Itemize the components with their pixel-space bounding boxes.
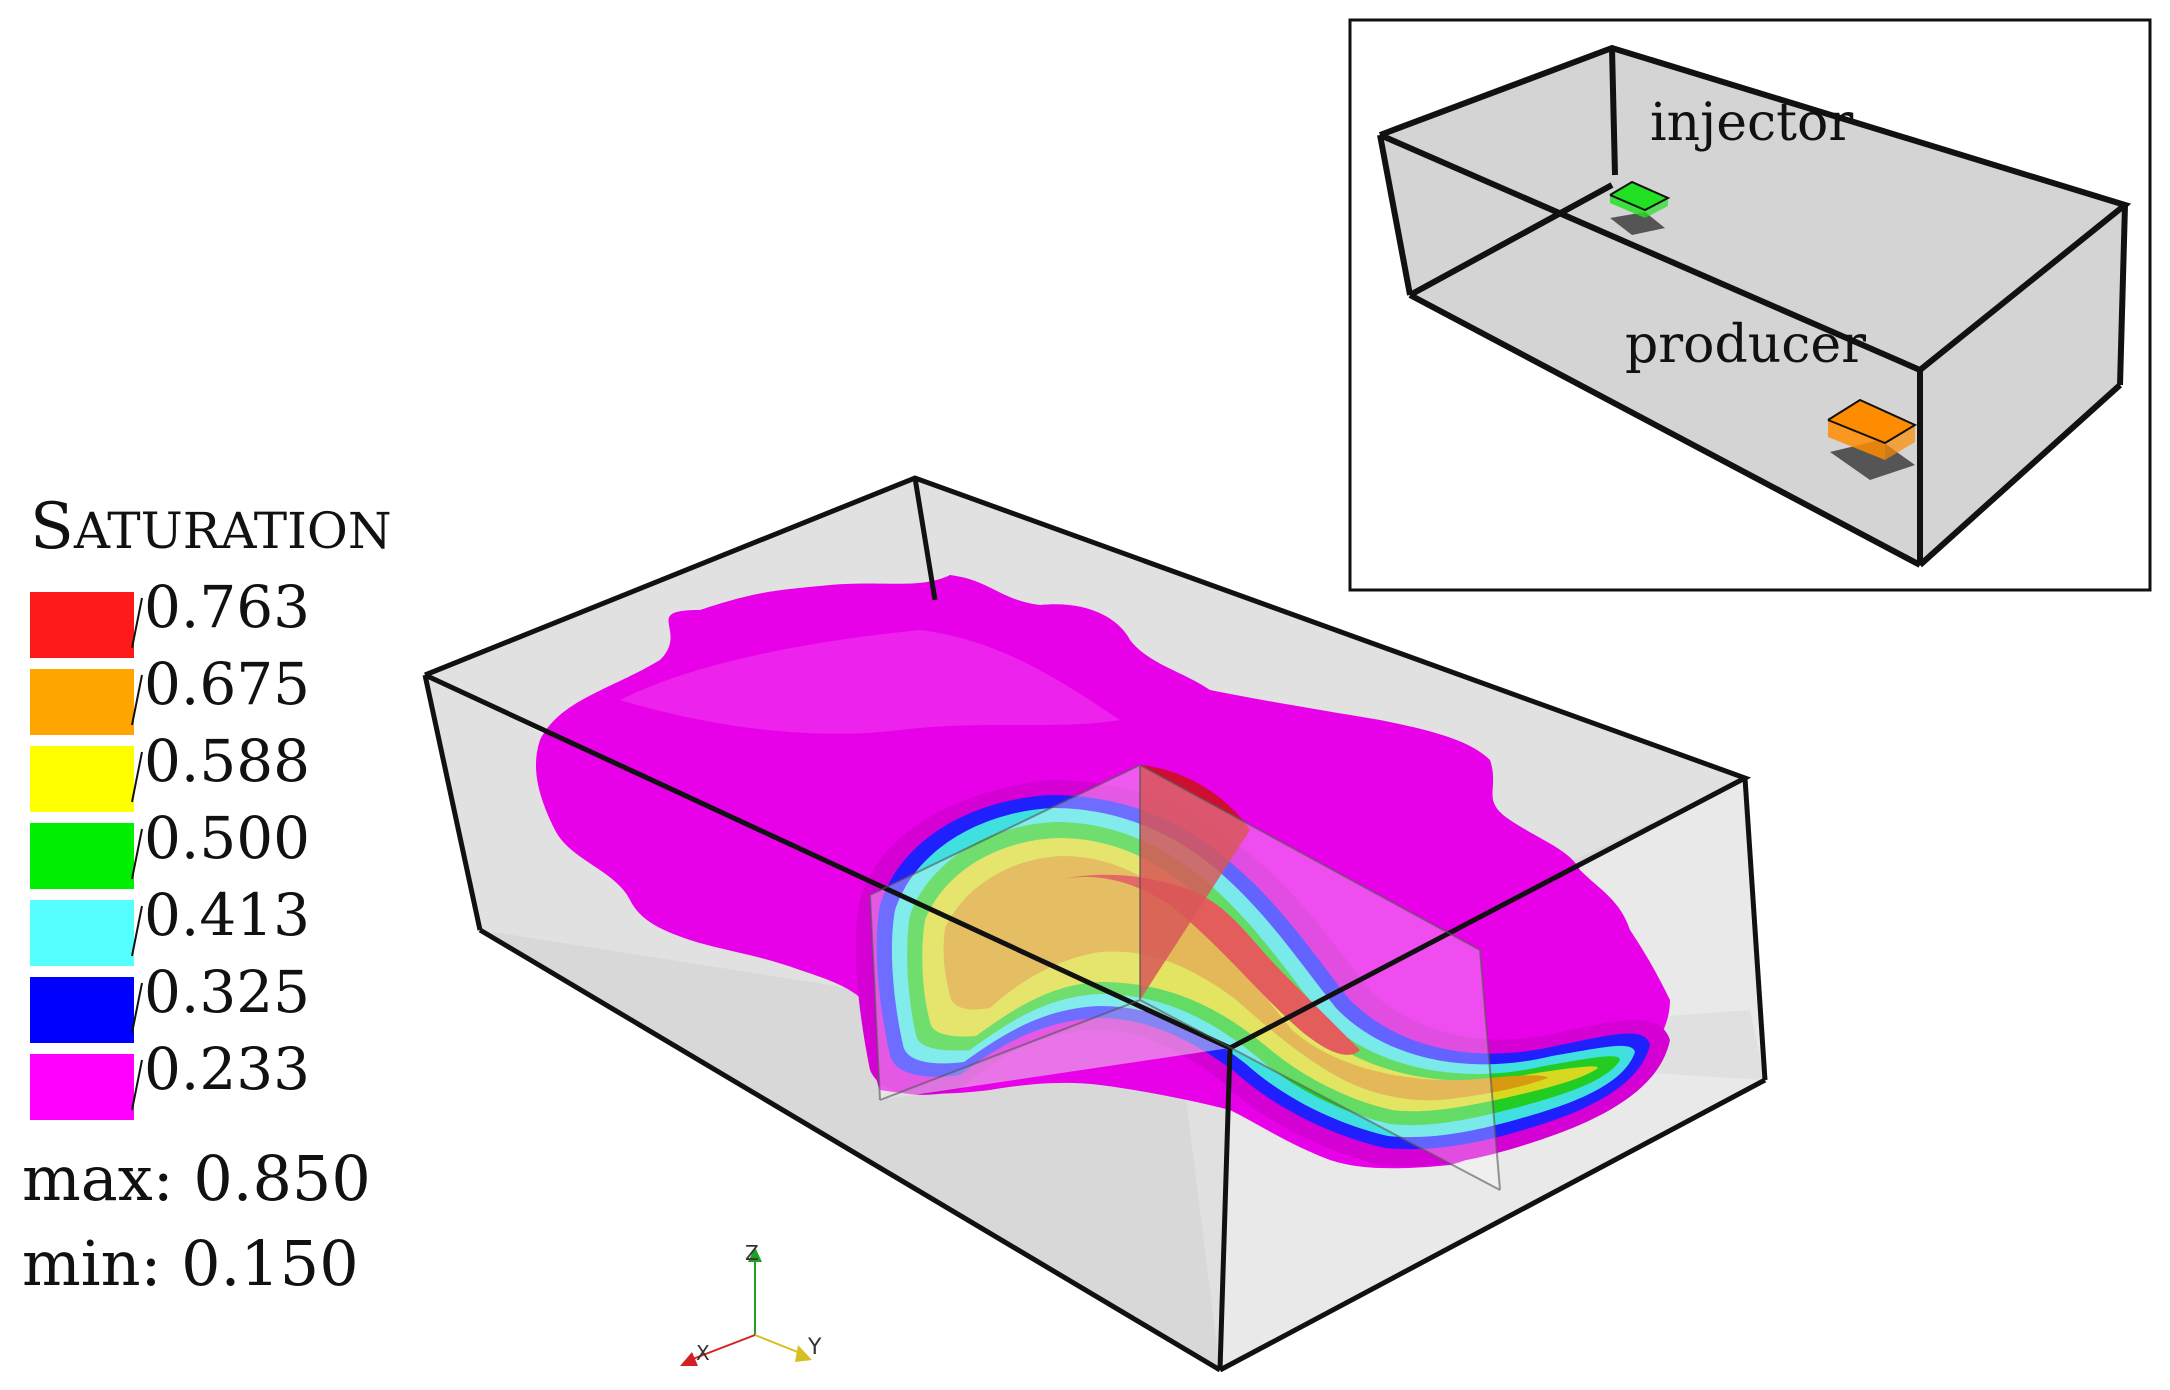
legend-swatch-1 [30, 669, 134, 735]
saturation-legend: SATURATION 0.763 0.675 0.588 0.500 0.413 0.32… [30, 490, 392, 1120]
inset-box-edges [1377, 44, 2132, 568]
injector-well-marker [1609, 180, 1671, 235]
plume-cutaway-bands [855, 765, 1670, 1167]
producer-well-marker [1827, 398, 1918, 480]
cutaway-face-left [870, 765, 1140, 1100]
legend-swatch-6 [30, 1054, 134, 1120]
band-0-675 [943, 856, 1548, 1101]
legend-label-2: 0.588 [144, 727, 310, 795]
legend-label-3: 0.500 [144, 804, 310, 872]
legend-label-1: 0.675 [144, 650, 310, 718]
legend-title: SATURATION [30, 490, 392, 564]
stat-max: max: 0.850 [22, 1142, 371, 1215]
injector-label: injector [1650, 93, 1853, 153]
cutaway-face-right [1140, 765, 1500, 1190]
legend-swatch-2 [30, 746, 134, 812]
producer-label: producer [1625, 315, 1866, 375]
legend-entries: 0.763 0.675 0.588 0.500 0.413 0.325 0.233 [30, 573, 310, 1120]
legend-label-0: 0.763 [144, 573, 310, 641]
legend-tick-2 [131, 751, 143, 803]
legend-title-rest: ATURATION [73, 502, 392, 560]
cutaway-floor [880, 1000, 1500, 1190]
band-0-763 [1060, 874, 1360, 1055]
legend-tick-5 [131, 982, 143, 1034]
legend-swatch-5 [30, 977, 134, 1043]
legend-swatch-0 [30, 592, 134, 658]
axis-y-label: Y [807, 1335, 822, 1360]
axis-z-label: Z [745, 1241, 759, 1265]
cutaway-edges [869, 764, 1501, 1191]
box-edges [422, 475, 1768, 1373]
legend-tick-4 [131, 905, 143, 957]
orientation-axes: Z Y X [680, 1241, 822, 1366]
inset-box-front [1380, 135, 1920, 565]
well-location-inset: injector producer [1348, 18, 2152, 592]
cut-face-left-band-top [1140, 765, 1250, 1000]
inset-box-top [1380, 48, 2125, 370]
legend-tick-3 [131, 828, 143, 880]
legend-swatch-3 [30, 823, 134, 889]
stat-min: min: 0.150 [22, 1227, 359, 1300]
axis-x-label: X [696, 1341, 710, 1365]
legend-label-4: 0.413 [144, 881, 310, 949]
inset-box-right [1920, 205, 2125, 565]
plume-highlight [620, 630, 1120, 734]
legend-swatch-4 [30, 900, 134, 966]
legend-title-initial: S [30, 490, 74, 564]
legend-tick-1 [131, 674, 143, 726]
legend-label-6: 0.233 [144, 1035, 310, 1103]
main-3d-view: Z Y X [422, 475, 1768, 1373]
legend-label-5: 0.325 [144, 958, 310, 1026]
legend-tick-0 [131, 597, 143, 649]
range-stats: max: 0.850 min: 0.150 [22, 1142, 371, 1300]
legend-tick-6 [131, 1059, 143, 1111]
